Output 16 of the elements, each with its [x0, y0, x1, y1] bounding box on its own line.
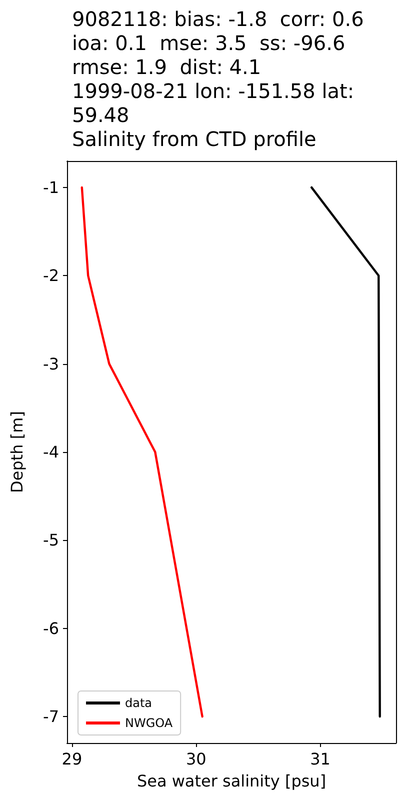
- x-axis-title: Sea water salinity [psu]: [136, 772, 326, 790]
- y-tick-label: -5: [43, 530, 59, 550]
- y-tick-label: -1: [43, 178, 59, 197]
- y-tick-label: -4: [43, 442, 59, 462]
- y-tick-label: -3: [43, 354, 59, 374]
- y-tick-label: -6: [43, 618, 59, 638]
- x-tick-label: 29: [62, 750, 82, 768]
- x-tick-label: 30: [186, 750, 206, 768]
- legend-label: NWGOA: [125, 716, 174, 730]
- x-tick-label: 31: [310, 750, 330, 768]
- legend-label: data: [125, 696, 152, 710]
- y-tick-label: -2: [43, 266, 59, 286]
- chart-title: 9082118: bias: -1.8 corr: 0.6 ioa: 0.1 mse: 3.5 ss: -96.6 rmse: 1.9 dist: 4.1 1999-08-21 lon: -151.58 lat: 59.48 Salinity from CTD profile: [72, 7, 364, 151]
- y-axis-title: Depth [m]: [8, 411, 26, 493]
- line-series: [80, 186, 204, 718]
- y-tick-label: -7: [43, 707, 59, 726]
